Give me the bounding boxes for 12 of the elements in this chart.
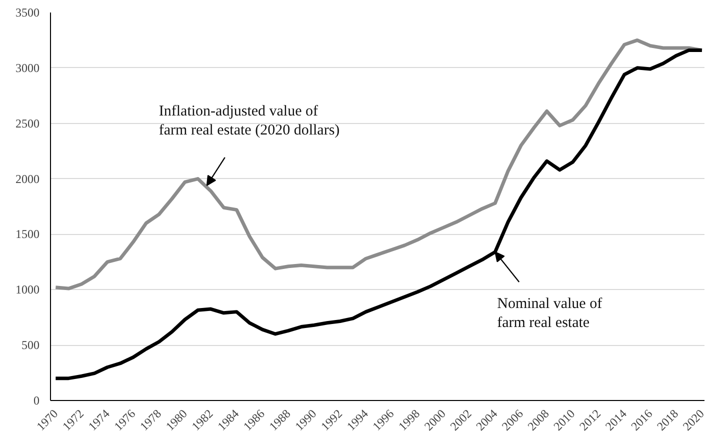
y-tick-label: 1500 [16,227,40,242]
y-tick-label: 2500 [16,116,40,130]
y-tick-label: 3500 [16,6,40,20]
y-tick-label: 0 [34,394,40,408]
line-series [54,48,704,380]
y-tick-label: 3000 [16,60,40,75]
line-series [54,38,704,290]
annotation: Inflation-adjusted value of farm real estate (2020 dollars) [158,103,340,139]
y-tick-label: 2000 [16,172,40,186]
annotation: Nominal value of farm real estate [497,296,602,332]
y-tick-label: 500 [22,338,40,352]
y-tick-label: 1000 [16,282,40,297]
